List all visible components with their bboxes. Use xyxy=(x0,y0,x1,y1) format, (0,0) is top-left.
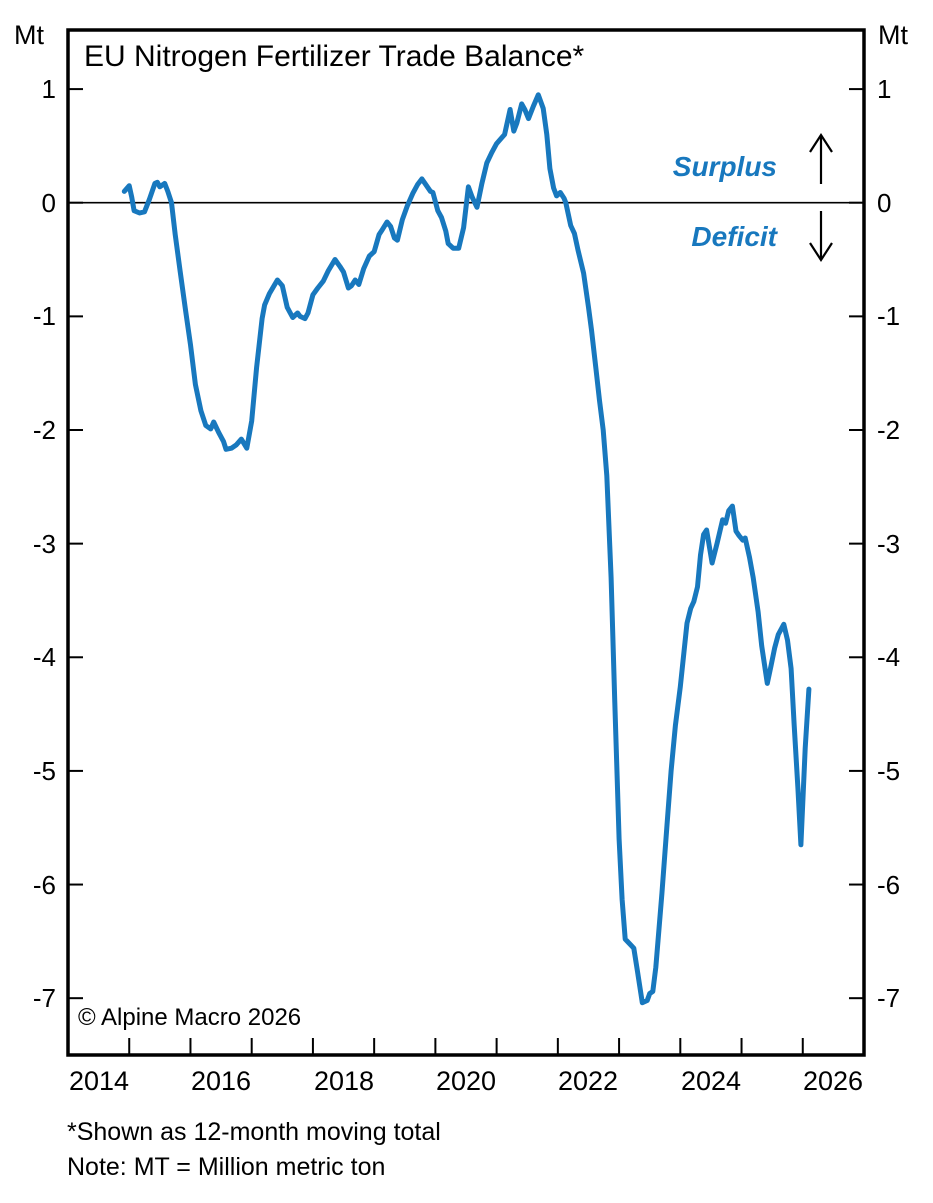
surplus-up-arrow xyxy=(809,132,833,153)
deficit-down-arrow xyxy=(809,211,833,263)
y-tick-label-right: -7 xyxy=(877,983,901,1013)
x-tick-label: 2024 xyxy=(680,1066,742,1096)
trade-balance-line xyxy=(121,92,812,1006)
y-tick-label-right: -3 xyxy=(877,529,901,559)
y-tick-label-left: -7 xyxy=(32,983,56,1013)
y-tick-label-left: -6 xyxy=(32,870,56,900)
surplus-label: Surplus xyxy=(672,151,777,182)
y-tick-label-left: -3 xyxy=(32,529,56,559)
footnote-moving-total: *Shown as 12-month moving total xyxy=(67,1118,441,1146)
y-tick-label-right: -6 xyxy=(877,870,901,900)
x-tick-label: 2022 xyxy=(557,1066,619,1096)
unit-label-left: Mt xyxy=(14,20,44,50)
footnote-mt-definition: Note: MT = Million metric ton xyxy=(67,1153,386,1181)
y-tick-label-right: 1 xyxy=(877,74,892,104)
y-tick-label-right: 0 xyxy=(877,188,892,218)
copyright-label: © Alpine Macro 2026 xyxy=(78,1004,302,1031)
y-tick-label-left: -1 xyxy=(32,301,56,331)
y-tick-label-right: -1 xyxy=(877,301,901,331)
x-tick-label: 2014 xyxy=(68,1066,130,1096)
y-tick-label-left: -5 xyxy=(32,756,56,786)
x-tick-label: 2018 xyxy=(313,1066,375,1096)
x-tick-label: 2016 xyxy=(190,1066,252,1096)
y-tick-label-left: -2 xyxy=(32,415,56,445)
y-tick-label-left: -4 xyxy=(32,642,56,672)
deficit-label: Deficit xyxy=(691,221,777,252)
x-tick-label: 2026 xyxy=(802,1066,864,1096)
plot-frame xyxy=(66,28,866,1057)
unit-label-right: Mt xyxy=(878,20,908,50)
y-tick-label-left: 0 xyxy=(41,188,56,218)
y-tick-label-right: -4 xyxy=(877,642,901,672)
x-tick-label: 2020 xyxy=(435,1066,497,1096)
y-tick-label-left: 1 xyxy=(41,74,56,104)
y-tick-label-right: -5 xyxy=(877,756,901,786)
surplus-up-arrow xyxy=(809,132,833,184)
chart-title: EU Nitrogen Fertilizer Trade Balance* xyxy=(84,40,585,73)
y-tick-label-right: -2 xyxy=(877,415,901,445)
deficit-down-arrow xyxy=(809,242,833,263)
